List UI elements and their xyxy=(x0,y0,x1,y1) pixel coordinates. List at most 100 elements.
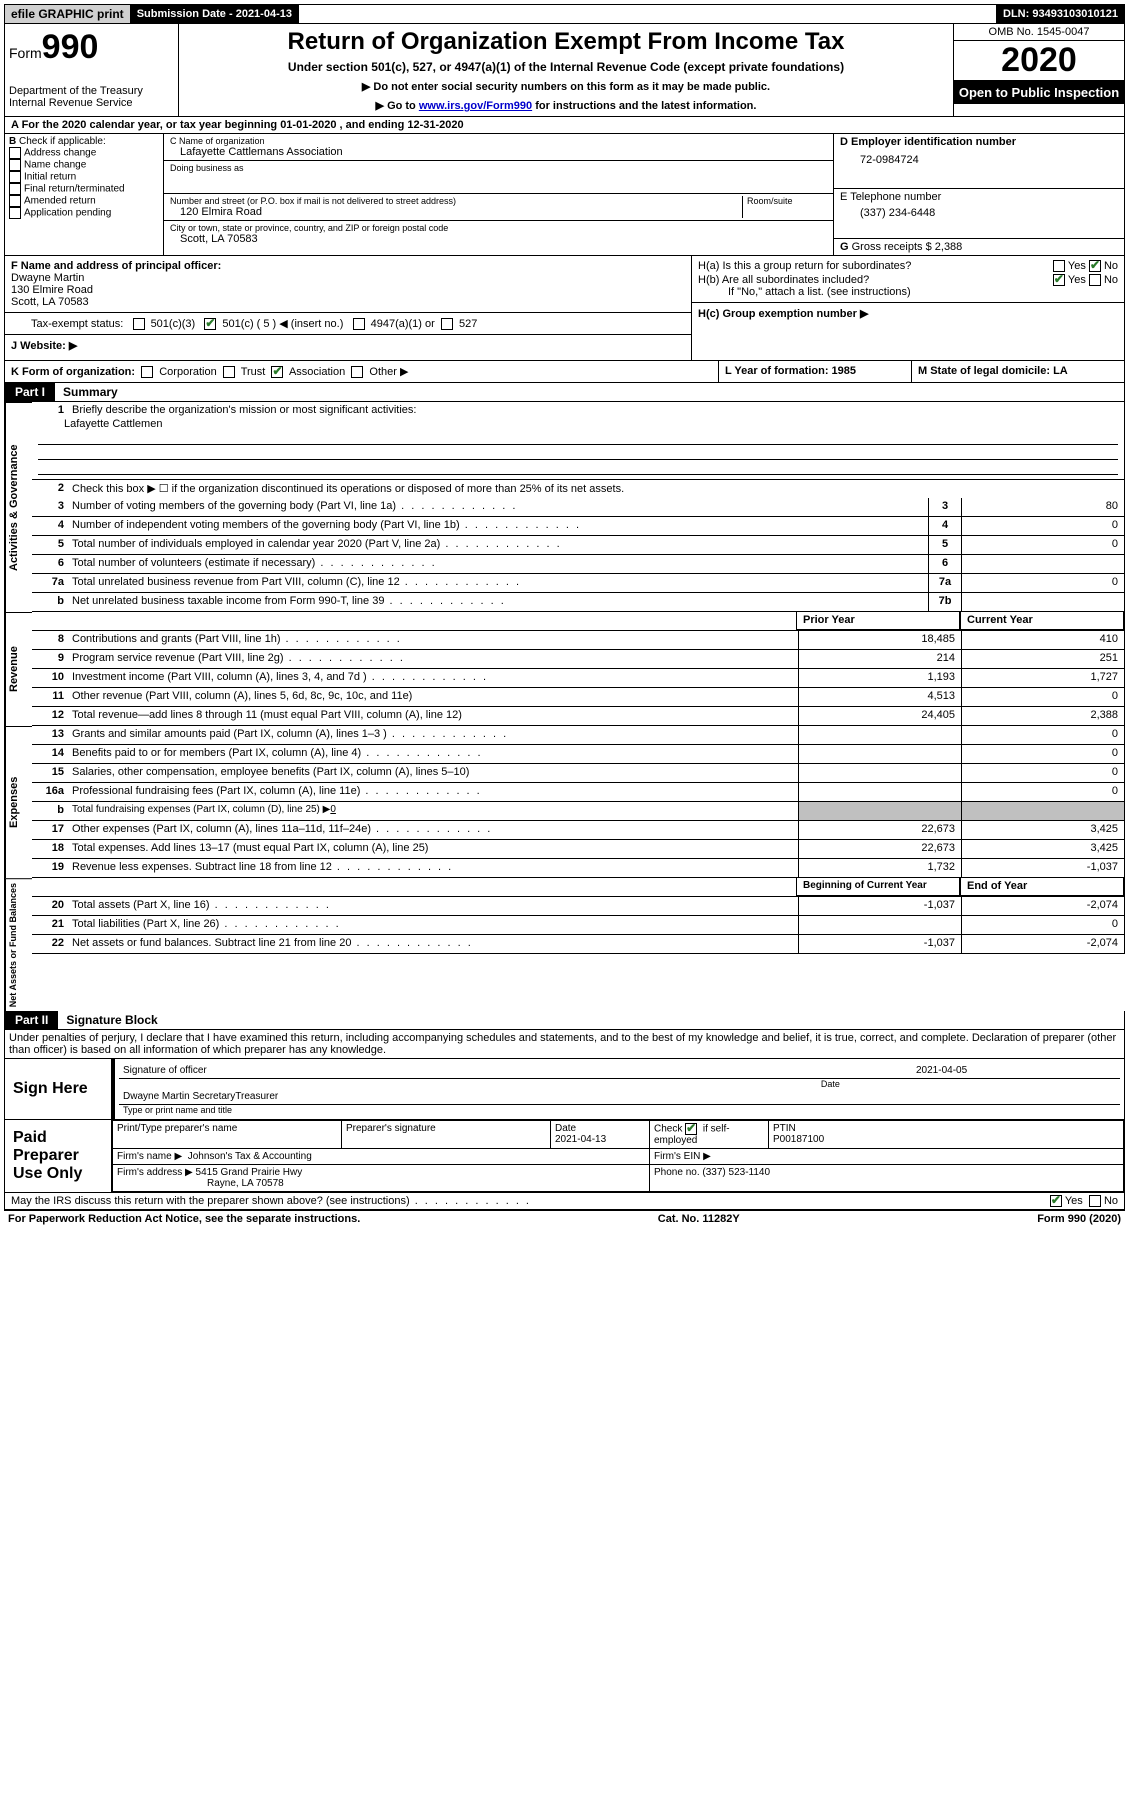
current-year-header: Current Year xyxy=(960,612,1124,630)
line-14-prior xyxy=(798,745,961,763)
checkbox-name-change[interactable] xyxy=(9,159,21,171)
checkbox-trust[interactable] xyxy=(223,366,235,378)
street-label: Number and street (or P.O. box if mail i… xyxy=(170,196,742,206)
checkbox-501c3[interactable] xyxy=(133,318,145,330)
instruction-2: ▶ Go to www.irs.gov/Form990 for instruct… xyxy=(183,99,949,112)
checkbox-501c[interactable] xyxy=(204,318,216,330)
sign-here-body: Signature of officer 2021-04-05 Date Dwa… xyxy=(112,1059,1124,1119)
line-16a-desc: Professional fundraising fees (Part IX, … xyxy=(68,783,798,801)
line-15-current: 0 xyxy=(961,764,1124,782)
part-1-header: Part I Summary xyxy=(4,383,1125,402)
line-7a-value: 0 xyxy=(961,574,1124,592)
sign-here-row: Sign Here Signature of officer 2021-04-0… xyxy=(5,1059,1124,1120)
mission-line-2 xyxy=(38,445,1118,460)
header-right: OMB No. 1545-0047 2020 Open to Public In… xyxy=(953,24,1124,116)
checkbox-association[interactable] xyxy=(271,366,283,378)
dba-cell: Doing business as xyxy=(164,161,833,194)
checkbox-ha-no[interactable] xyxy=(1089,260,1101,272)
preparer-sig-cell: Preparer's signature xyxy=(342,1121,551,1149)
telephone-label: E Telephone number xyxy=(840,191,1118,203)
line-16b-prior xyxy=(798,802,961,820)
checkbox-final-return[interactable] xyxy=(9,183,21,195)
top-bar: efile GRAPHIC print Submission Date - 20… xyxy=(4,4,1125,24)
checkbox-527[interactable] xyxy=(441,318,453,330)
checkbox-discuss-yes[interactable] xyxy=(1050,1195,1062,1207)
line-16a-num: 16a xyxy=(32,783,68,801)
line-8-current: 410 xyxy=(961,631,1124,649)
revenue-body: Prior Year Current Year 8 Contributions … xyxy=(32,612,1125,726)
line-7b-box: 7b xyxy=(928,593,961,611)
submission-date: Submission Date - 2021-04-13 xyxy=(131,5,299,23)
officer-name: Dwayne Martin xyxy=(11,272,685,284)
efile-button[interactable]: efile GRAPHIC print xyxy=(5,5,131,23)
line-18-desc: Total expenses. Add lines 13–17 (must eq… xyxy=(68,840,798,858)
line-10: 10 Investment income (Part VIII, column … xyxy=(32,669,1125,688)
officer-city: Scott, LA 70583 xyxy=(11,296,685,308)
line-7b-num: b xyxy=(32,593,68,611)
checkbox-hb-no[interactable] xyxy=(1089,274,1101,286)
org-name: Lafayette Cattlemans Association xyxy=(170,146,827,158)
street-cell: Number and street (or P.O. box if mail i… xyxy=(164,194,833,221)
firm-addr-2: Rayne, LA 70578 xyxy=(117,1178,284,1189)
application-pending-label: Application pending xyxy=(24,208,111,219)
checkbox-ha-yes[interactable] xyxy=(1053,260,1065,272)
527-label: 527 xyxy=(459,318,477,330)
preparer-date-value: 2021-04-13 xyxy=(555,1134,645,1145)
checkbox-other[interactable] xyxy=(351,366,363,378)
perjury-statement: Under penalties of perjury, I declare th… xyxy=(4,1030,1125,1059)
officer-label: F Name and address of principal officer: xyxy=(11,260,685,272)
ha-no: No xyxy=(1104,260,1118,272)
preparer-row-3: Firm's address ▶ 5415 Grand Prairie Hwy … xyxy=(113,1165,1124,1192)
checkbox-discuss-no[interactable] xyxy=(1089,1195,1101,1207)
checkbox-self-employed[interactable] xyxy=(685,1123,697,1135)
preparer-row-1: Print/Type preparer's name Preparer's si… xyxy=(113,1121,1124,1149)
checkbox-hb-yes[interactable] xyxy=(1053,274,1065,286)
line-17-prior: 22,673 xyxy=(798,821,961,839)
ein-label: D Employer identification number xyxy=(840,136,1118,148)
form-number: Form990 xyxy=(9,28,174,67)
hb-note: If "No," attach a list. (see instruction… xyxy=(698,286,1118,298)
checkbox-address-change[interactable] xyxy=(9,147,21,159)
line-6: 6 Total number of volunteers (estimate i… xyxy=(32,555,1125,574)
tax-year: 2020 xyxy=(954,41,1124,81)
preparer-row-2: Firm's name ▶ Johnson's Tax & Accounting… xyxy=(113,1149,1124,1165)
sign-here-label: Sign Here xyxy=(5,1059,112,1119)
checkbox-corporation[interactable] xyxy=(141,366,153,378)
firm-addr-1: 5415 Grand Prairie Hwy xyxy=(196,1167,303,1178)
line-9-prior: 214 xyxy=(798,650,961,668)
line-13-num: 13 xyxy=(32,726,68,744)
firm-ein-label: Firm's EIN ▶ xyxy=(654,1151,711,1162)
hb-no: No xyxy=(1104,274,1118,286)
form990-link[interactable]: www.irs.gov/Form990 xyxy=(419,100,532,112)
line-14-num: 14 xyxy=(32,745,68,763)
line-7a: 7a Total unrelated business revenue from… xyxy=(32,574,1125,593)
footer-left: For Paperwork Reduction Act Notice, see … xyxy=(8,1213,360,1225)
preparer-name-cell: Print/Type preparer's name xyxy=(113,1121,342,1149)
section-bcd: B Check if applicable: Address change Na… xyxy=(4,134,1125,256)
netassets-section: Net Assets or Fund Balances Beginning of… xyxy=(4,878,1125,1011)
line-22-begin: -1,037 xyxy=(798,935,961,953)
ptin-value: P00187100 xyxy=(773,1134,1119,1145)
line-14: 14 Benefits paid to or for members (Part… xyxy=(32,745,1125,764)
line-9: 9 Program service revenue (Part VIII, li… xyxy=(32,650,1125,669)
checkbox-4947[interactable] xyxy=(353,318,365,330)
line-3-num: 3 xyxy=(32,498,68,516)
line-5-num: 5 xyxy=(32,536,68,554)
discuss-yes: Yes xyxy=(1065,1195,1083,1207)
mission-text: Lafayette Cattlemen xyxy=(32,418,1124,430)
line-5-value: 0 xyxy=(961,536,1124,554)
checkbox-application-pending[interactable] xyxy=(9,207,21,219)
checkbox-initial-return[interactable] xyxy=(9,171,21,183)
form-title: Return of Organization Exempt From Incom… xyxy=(183,28,949,56)
preparer-date-label: Date xyxy=(555,1123,645,1134)
tax-exempt-label: Tax-exempt status: xyxy=(31,318,123,330)
check-self-employed-label: Check xyxy=(654,1124,685,1135)
section-fh: F Name and address of principal officer:… xyxy=(4,256,1125,361)
column-d: D Employer identification number 72-0984… xyxy=(834,134,1124,255)
line-15-num: 15 xyxy=(32,764,68,782)
line-17-num: 17 xyxy=(32,821,68,839)
checkbox-amended-return[interactable] xyxy=(9,195,21,207)
governance-section: Activities & Governance 1 Briefly descri… xyxy=(4,402,1125,612)
line-7b-value xyxy=(961,593,1124,611)
firm-ein-cell: Firm's EIN ▶ xyxy=(650,1149,1124,1165)
